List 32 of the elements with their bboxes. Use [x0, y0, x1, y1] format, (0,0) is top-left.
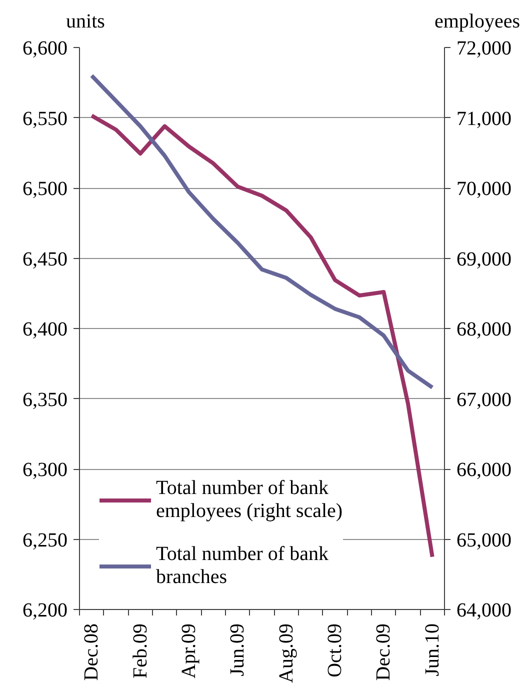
x-tick-label: Dec.09	[372, 623, 395, 681]
legend-label: Total number of bank employees (right scale)	[156, 477, 343, 523]
y-tick-label: 6,300	[22, 459, 68, 481]
y2-tick-label: 69,000	[456, 248, 512, 270]
y2-tick-label: 66,000	[456, 459, 512, 481]
y-tick-label: 6,200	[22, 600, 68, 622]
y-tick-label: 6,450	[22, 248, 68, 270]
y2-tick-label: 64,000	[456, 600, 512, 622]
y-tick-label: 6,600	[22, 38, 68, 60]
line-series	[90, 114, 434, 559]
line-series	[90, 74, 434, 390]
y2-tick-label: 72,000	[456, 38, 512, 60]
y2-tick-label: 68,000	[456, 318, 512, 340]
y-axis-title: units	[66, 10, 106, 32]
x-tick-label: Jun.09	[226, 623, 249, 676]
y-tick-label: 6,250	[22, 529, 68, 552]
y-tick-label: 6,350	[22, 388, 68, 411]
y-tick-label: 6,400	[22, 318, 68, 340]
x-tick-label: Dec.08	[80, 623, 103, 681]
x-tick-label: Feb.09	[129, 624, 152, 678]
y-tick-label: 6,550	[22, 108, 68, 130]
y2-tick-label: 70,000	[456, 178, 512, 200]
x-tick-label: Oct.09	[324, 623, 346, 678]
y2-tick-label: 67,000	[456, 388, 512, 411]
legend-label: Total number of bank branches	[156, 543, 328, 589]
y2-tick-label: 71,000	[456, 108, 512, 130]
y2-tick-label: 65,000	[456, 529, 512, 552]
y-tick-label: 6,500	[22, 178, 68, 200]
y2-axis-title: employees	[434, 10, 520, 32]
x-tick-label: Aug.09	[275, 623, 298, 683]
x-tick-label: Apr.09	[178, 624, 200, 678]
x-tick-label: Jun.10	[421, 623, 444, 676]
